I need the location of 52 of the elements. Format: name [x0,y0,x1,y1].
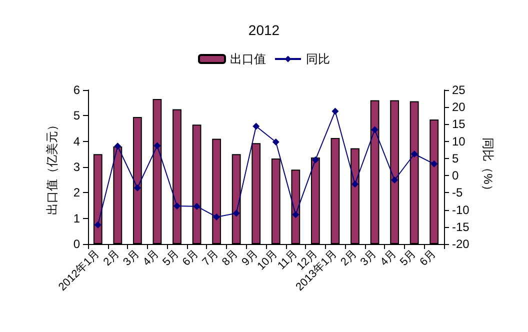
y-tick-label: 3 [73,160,80,174]
point [134,184,141,192]
x-tick-label: 2月 [338,248,360,268]
y2-tick-label: 10 [452,134,466,148]
point [94,221,102,228]
point [292,211,300,218]
x-tick-label: 6月 [418,248,438,268]
x-tick-label: 4月 [140,248,162,268]
x-tick-label: 3月 [358,248,380,268]
point [174,202,180,210]
x-tick-label: 3月 [121,248,142,268]
y2-tick-label: 0 [452,168,459,183]
point [371,126,378,134]
legend-label: 同比 [306,52,330,66]
x-tick-label: 5月 [160,248,182,268]
y2-tick-label: 20 [452,100,466,114]
x-tick-label: 5月 [398,248,419,268]
point [272,138,280,146]
y2-tick-label: 15 [452,117,466,132]
y-tick-label: 6 [73,83,80,97]
point [114,142,122,150]
y-tick-label: 5 [73,108,80,123]
point [430,160,438,168]
y2-tick-label: -5 [452,186,463,200]
point [312,156,319,164]
point [252,122,260,130]
point [193,202,200,210]
legend-label: 出口值 [230,52,266,66]
point [410,150,418,158]
y2-tick-label: -20 [452,237,470,251]
point [352,180,358,188]
y-axis-title: 出口值（亿美元） [45,119,59,215]
point [332,108,339,115]
x-tick-label: 2月 [101,248,122,268]
x-tick-label: 8月 [220,248,241,268]
x-tick-label: 6月 [180,248,202,268]
y2-tick-label: -15 [452,220,470,234]
point [391,176,398,184]
point [213,213,220,220]
y2-axis-title: 同比（%） [481,138,495,196]
y2-tick-label: 5 [452,151,459,166]
x-tick-label: 7月 [200,248,221,268]
chart-title: 2012 [248,22,280,38]
y-tick-label: 0 [73,237,80,251]
y2-tick-label: 25 [452,83,466,97]
y-tick-label: 4 [73,134,80,148]
y-tick-label: 1 [73,211,80,226]
point [154,142,161,150]
y2-tick-label: -10 [452,202,470,217]
point [232,210,240,217]
y-tick-label: 2 [73,186,80,200]
x-tick-label: 4月 [378,248,399,268]
